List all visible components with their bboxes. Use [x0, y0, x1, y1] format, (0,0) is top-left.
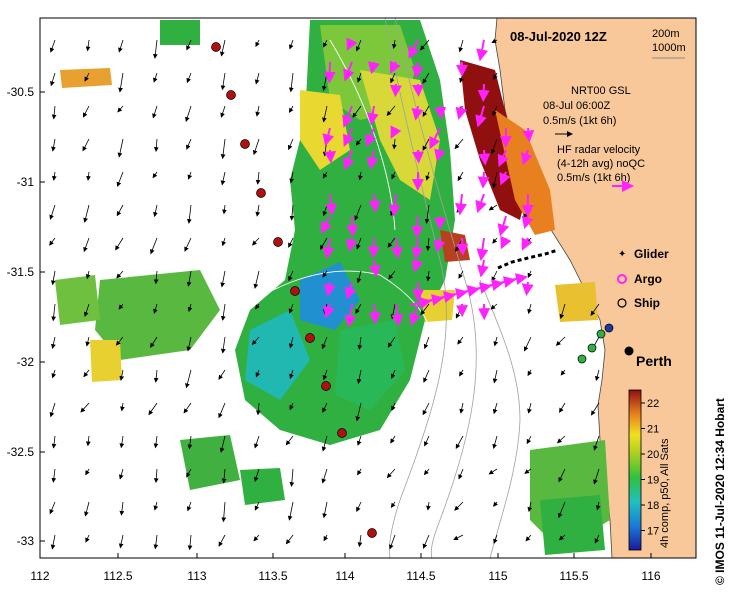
hf-line3: 0.5m/s (1kt 6h) [557, 172, 630, 184]
hf-line1: HF radar velocity [557, 144, 641, 156]
y-tick-label: -31.5 [7, 265, 35, 279]
x-tick-label: 113 [187, 569, 206, 583]
y-tick-label: -32.5 [7, 445, 35, 459]
y-tick-label: -31 [17, 175, 35, 189]
station-marker [226, 90, 236, 100]
colorbar-label: 4h comp, p50, All Sats [659, 438, 671, 548]
x-tick-label: 115 [488, 569, 507, 583]
nrt-line1: NRT00 GSL [571, 85, 631, 97]
station-marker [305, 333, 315, 343]
colorbar-tick-label: 20 [647, 449, 659, 461]
legend-glider: Glider [634, 247, 669, 261]
plot-frame [39, 17, 697, 559]
hf-radar-vectors [321, 37, 535, 328]
colorbar-tick-label: 21 [647, 424, 659, 436]
sst-field [55, 20, 610, 555]
y-tick-label: -30.5 [7, 85, 35, 99]
place-label-perth: Perth [636, 353, 672, 369]
x-tick-label: 114 [335, 569, 354, 583]
colorbar [628, 389, 642, 551]
hf-line2: (4-12h avg) noQC [557, 158, 645, 170]
bathymetry-contours [384, 18, 521, 558]
station-marker [273, 237, 283, 247]
colorbar-tick-label: 17 [647, 526, 659, 538]
y-tick-label: -32 [17, 355, 35, 369]
x-axis: 112 112.5 113 113.5 114 114.5 115 115.5 116 [30, 553, 661, 583]
station-markers [211, 42, 377, 538]
station-marker [321, 381, 331, 391]
colorbar-tick-label: 19 [647, 475, 659, 487]
colorbar-tick-label: 22 [647, 398, 659, 410]
x-tick-label: 115.5 [559, 569, 588, 583]
y-axis: -30.5 -31 -31.5 -32 -32.5 -33 [7, 85, 45, 548]
station-marker [256, 188, 266, 198]
colorbar-ticks: 22 21 20 19 18 17 [641, 398, 659, 538]
station-marker [367, 528, 377, 538]
velocity-vectors [49, 38, 601, 551]
plot-area [40, 18, 696, 558]
y-tick-label: -33 [17, 534, 35, 548]
legend-ship: Ship [634, 296, 660, 310]
argo-marker-icon [617, 274, 627, 284]
x-tick-label: 116 [641, 569, 660, 583]
ship-marker-icon [617, 298, 627, 308]
map-title: 08-Jul-2020 12Z [510, 29, 607, 44]
credit-text: © IMOS 11-Jul-2020 12:34 Hobart [713, 398, 727, 585]
x-tick-label: 114.5 [406, 569, 435, 583]
glider-track [497, 248, 559, 270]
station-marker [337, 428, 347, 438]
ship-markers [577, 323, 634, 364]
nrt-line2: 08-Jul 06:00Z [543, 100, 611, 112]
scale-label-a: 200m [652, 28, 680, 40]
colorbar-tick-label: 18 [647, 500, 659, 512]
x-tick-label: 112 [30, 569, 49, 583]
station-marker [211, 42, 221, 52]
legend-argo: Argo [634, 272, 662, 286]
scale-label-b: 1000m [652, 42, 686, 54]
station-marker [290, 286, 300, 296]
station-marker [240, 139, 250, 149]
x-tick-label: 113.5 [258, 569, 287, 583]
x-tick-label: 112.5 [103, 569, 132, 583]
nrt-line3: 0.5m/s (1kt 6h) [543, 115, 616, 127]
glider-marker-icon: ✦ [618, 249, 626, 260]
